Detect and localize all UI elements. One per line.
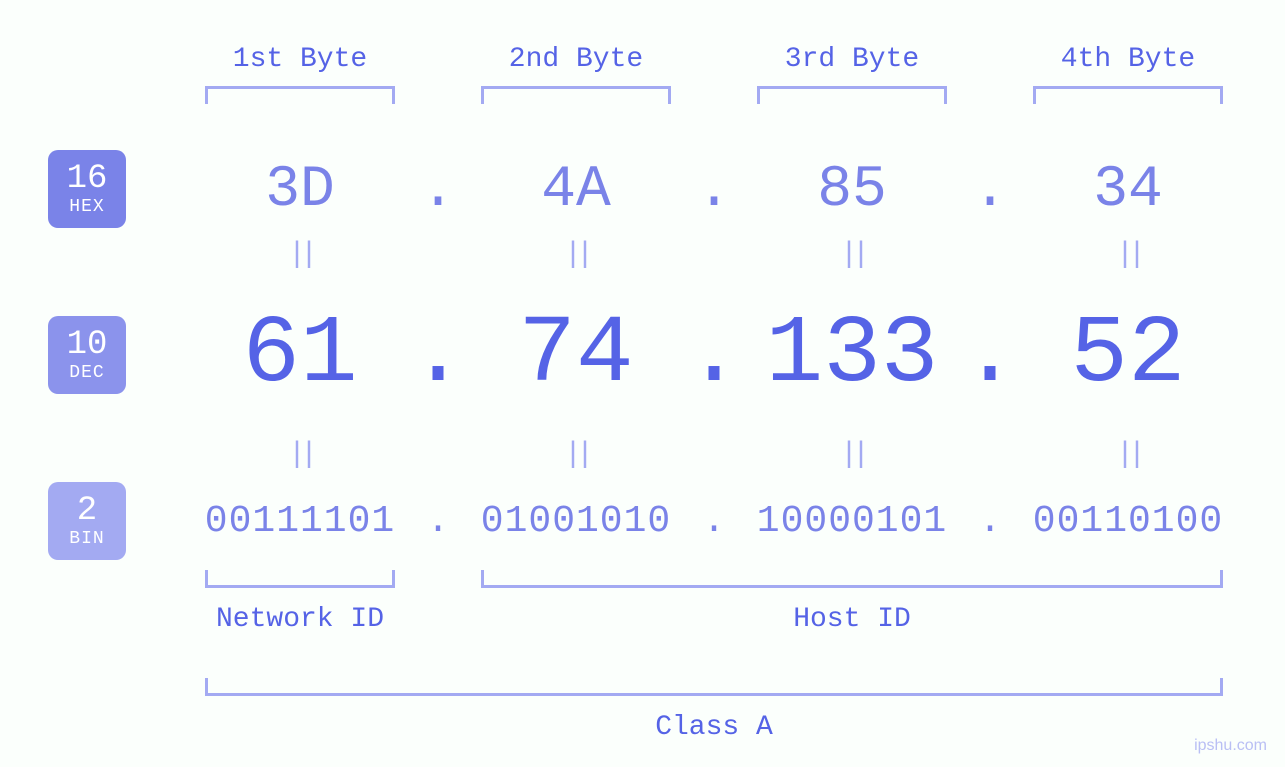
bin-value-3: 10000101 (737, 500, 967, 543)
host-id-label: Host ID (793, 604, 911, 635)
dot-separator: . (703, 500, 726, 543)
equals-icon: || (1013, 238, 1243, 272)
dec-value-3: 133 (737, 300, 967, 409)
class-bracket (205, 678, 1223, 696)
network-id-label: Network ID (216, 604, 384, 635)
byte-column-4: 4th Byte 34 || 52 || 00110100 (1013, 0, 1243, 560)
dot-separator: . (961, 300, 1019, 409)
dec-badge: 10 DEC (48, 316, 126, 394)
bin-value-2: 01001010 (461, 500, 691, 543)
equals-icon: || (185, 238, 415, 272)
dot-separator: . (409, 300, 467, 409)
dot-separator: . (685, 300, 743, 409)
byte-header-3: 3rd Byte (737, 44, 967, 75)
hex-base-number: 16 (67, 162, 108, 196)
top-bracket-1 (205, 86, 395, 104)
equals-icon: || (185, 438, 415, 472)
dot-separator: . (979, 500, 1002, 543)
dot-separator: . (973, 158, 1008, 223)
dot-separator: . (427, 500, 450, 543)
dec-base-number: 10 (67, 328, 108, 362)
dec-base-label: DEC (69, 364, 104, 382)
hex-value-4: 34 (1013, 158, 1243, 223)
dot-separator: . (421, 158, 456, 223)
byte-header-4: 4th Byte (1013, 44, 1243, 75)
bin-value-4: 00110100 (1013, 500, 1243, 543)
equals-icon: || (737, 238, 967, 272)
hex-badge: 16 HEX (48, 150, 126, 228)
hex-value-2: 4A (461, 158, 691, 223)
byte-column-3: 3rd Byte 85 || 133 || 10000101 (737, 0, 967, 560)
bin-value-1: 00111101 (185, 500, 415, 543)
byte-column-2: 2nd Byte 4A || 74 || 01001010 (461, 0, 691, 560)
top-bracket-4 (1033, 86, 1223, 104)
bin-badge: 2 BIN (48, 482, 126, 560)
byte-header-2: 2nd Byte (461, 44, 691, 75)
watermark: ipshu.com (1194, 737, 1267, 755)
bin-base-label: BIN (69, 530, 104, 548)
equals-icon: || (1013, 438, 1243, 472)
hex-base-label: HEX (69, 198, 104, 216)
dot-separator: . (697, 158, 732, 223)
equals-icon: || (461, 238, 691, 272)
equals-icon: || (461, 438, 691, 472)
class-label: Class A (655, 712, 773, 743)
hex-value-1: 3D (185, 158, 415, 223)
equals-icon: || (737, 438, 967, 472)
host-id-bracket (481, 570, 1223, 588)
top-bracket-3 (757, 86, 947, 104)
hex-value-3: 85 (737, 158, 967, 223)
dec-value-1: 61 (185, 300, 415, 409)
byte-column-1: 1st Byte 3D || 61 || 00111101 (185, 0, 415, 560)
network-id-bracket (205, 570, 395, 588)
top-bracket-2 (481, 86, 671, 104)
dec-value-4: 52 (1013, 300, 1243, 409)
dec-value-2: 74 (461, 300, 691, 409)
bin-base-number: 2 (77, 494, 97, 528)
byte-header-1: 1st Byte (185, 44, 415, 75)
